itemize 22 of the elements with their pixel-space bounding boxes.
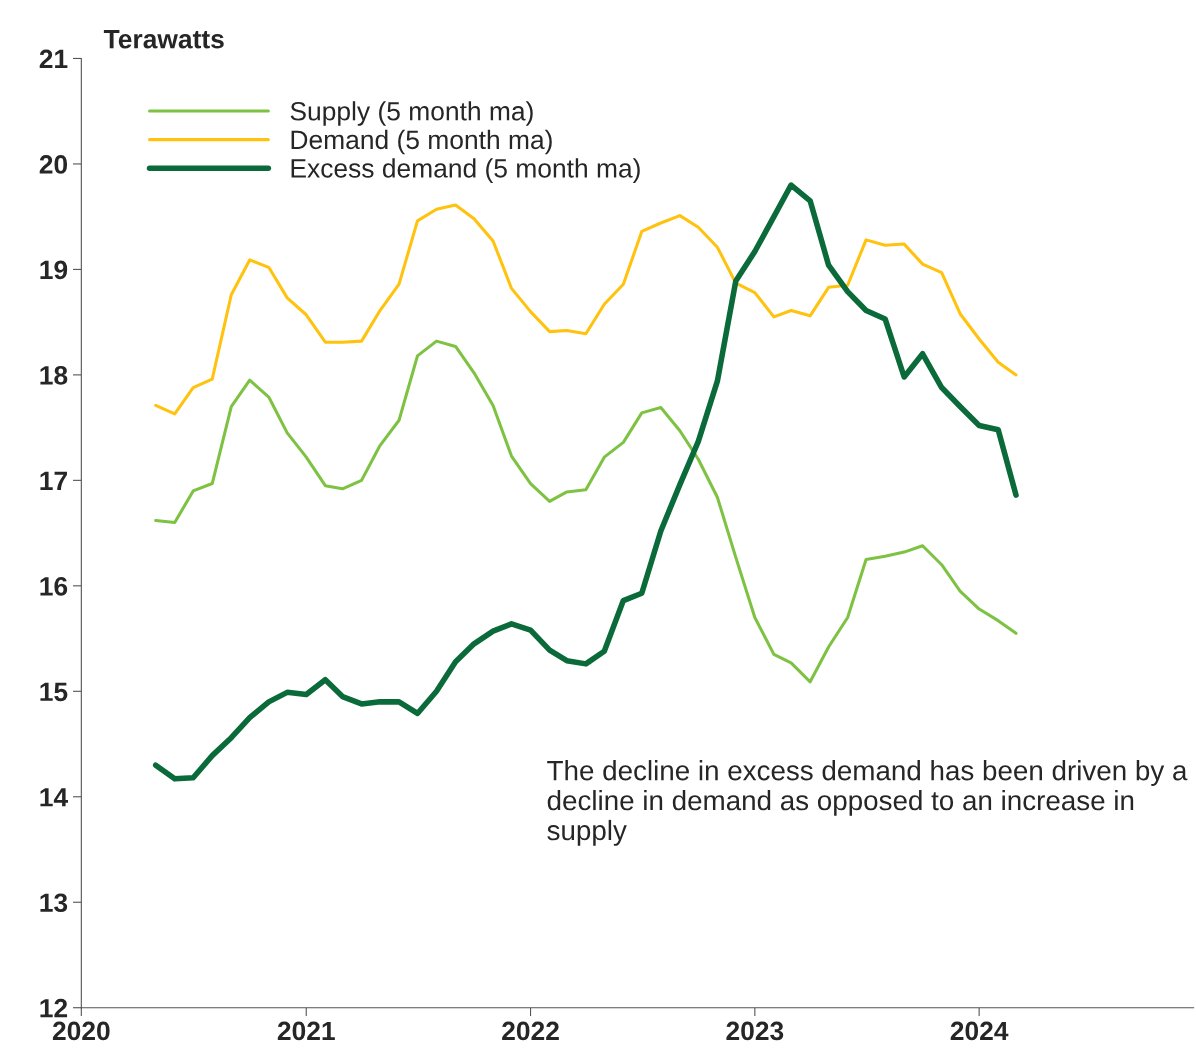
y-axis-title: Terawatts bbox=[103, 30, 224, 49]
y-tick-label: 19 bbox=[40, 260, 68, 280]
x-tick-label: 2024 bbox=[950, 1021, 1009, 1041]
x-tick-label: 2020 bbox=[52, 1021, 110, 1041]
y-tick-label: 12 bbox=[40, 998, 68, 1018]
annotation: The decline in excess demand has been driven by a decline in demand as opposed to an increase in supply bbox=[547, 760, 1188, 846]
legend-label: Excess demand (5 month ma) bbox=[291, 158, 640, 183]
legend-label: Demand (5 month ma) bbox=[291, 129, 552, 155]
y-tick-label: 15 bbox=[40, 682, 68, 702]
legend-label: Supply (5 month ma) bbox=[290, 101, 533, 126]
y-tick-label: 21 bbox=[39, 49, 68, 69]
y-tick-label: 14 bbox=[40, 788, 68, 807]
x-tick-label: 2022 bbox=[502, 1021, 559, 1041]
x-tick-label: 2021 bbox=[277, 1021, 335, 1041]
line-series bbox=[154, 339, 1018, 684]
y-tick-label: 20 bbox=[39, 155, 68, 174]
y-tick-label: 13 bbox=[40, 893, 68, 913]
y-tick-label: 18 bbox=[40, 366, 68, 385]
y-tick-label: 17 bbox=[40, 471, 67, 490]
y-tick-label: 16 bbox=[40, 576, 68, 596]
line-series bbox=[154, 203, 1018, 416]
x-tick-label: 2023 bbox=[726, 1021, 784, 1041]
